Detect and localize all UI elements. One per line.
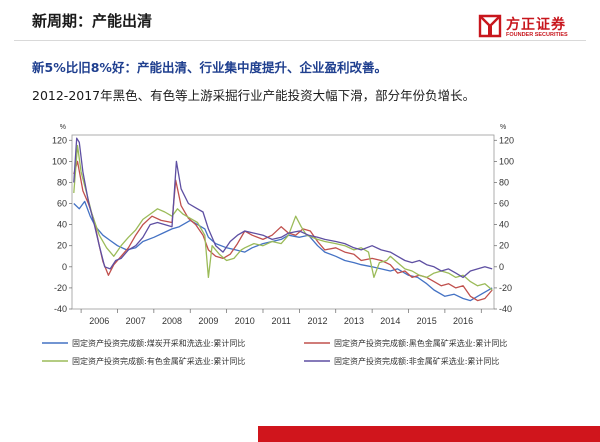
y-tick-label-right: 0 — [499, 262, 504, 272]
x-tick-label: 2011 — [272, 316, 291, 326]
y-tick-label-right: 120 — [499, 135, 514, 145]
series-line-4 — [73, 137, 493, 279]
legend-label-2: 固定资产投资完成额:黑色金属矿采选业:累计同比 — [334, 338, 507, 348]
y-tick-label-left: -40 — [54, 304, 67, 314]
y-tick-label-right: 60 — [499, 199, 509, 209]
line-chart: % % -40 -40 -20 -20 0 0 20 20 40 40 60 60 80 80 100 100 12… — [42, 124, 514, 366]
company-logo: 方正证券 FOUNDER SECURITIES — [478, 14, 588, 44]
y-axis-left-unit: % — [60, 124, 66, 131]
y-tick-label-left: 120 — [52, 135, 67, 145]
y-tick-label-left: 80 — [57, 177, 67, 187]
x-tick-label: 2009 — [198, 316, 218, 326]
legend-label-1: 固定资产投资完成额:煤炭开采和洗选业:累计同比 — [72, 338, 245, 348]
y-tick-label-right: 80 — [499, 177, 509, 187]
x-tick-label: 2013 — [344, 316, 364, 326]
slide-title: 新周期：产能出清 — [32, 12, 153, 30]
series-line-3 — [73, 144, 493, 291]
y-tick-label-right: 40 — [499, 220, 509, 230]
y-tick-label-left: -20 — [54, 283, 67, 293]
y-tick-label-left: 0 — [62, 262, 67, 272]
x-tick-label: 2012 — [308, 316, 328, 326]
logo-text-en: FOUNDER SECURITIES — [506, 32, 568, 38]
x-tick-label: 2008 — [162, 316, 182, 326]
logo-text-cn: 方正证券 — [506, 17, 566, 33]
y-axis-right-unit: % — [500, 124, 506, 131]
footer-bar — [258, 426, 600, 442]
y-tick-label-right: 20 — [499, 241, 509, 251]
headline: 新5%比旧8%好：产能出清、行业集中度提升、企业盈利改善。 — [32, 60, 387, 75]
y-tick-label-right: -40 — [499, 304, 512, 314]
y-tick-label-left: 40 — [57, 220, 67, 230]
x-tick-label: 2006 — [89, 316, 109, 326]
x-tick-label: 2007 — [126, 316, 146, 326]
x-tick-label: 2014 — [380, 316, 400, 326]
y-tick-label-left: 20 — [57, 241, 67, 251]
series-line-2 — [73, 160, 493, 302]
x-tick-label: 2015 — [417, 316, 437, 326]
y-tick-label-left: 100 — [52, 156, 67, 166]
y-tick-label-right: -20 — [499, 283, 512, 293]
founder-logo-icon — [478, 14, 502, 38]
legend-label-4: 固定资产投资完成额:非金属矿采选业:累计同比 — [334, 356, 499, 366]
y-tick-label-right: 100 — [499, 156, 514, 166]
title-divider — [14, 40, 586, 41]
x-tick-label: 2016 — [453, 316, 473, 326]
y-tick-label-left: 60 — [57, 199, 67, 209]
legend-label-3: 固定资产投资完成额:有色金属矿采选业:累计同比 — [72, 356, 245, 366]
series-line-1 — [73, 200, 493, 302]
plot-frame — [71, 134, 495, 310]
subline: 2012-2017年黑色、有色等上游采掘行业产能投资大幅下滑，部分年份负增长。 — [32, 88, 476, 103]
x-tick-label: 2010 — [235, 316, 255, 326]
